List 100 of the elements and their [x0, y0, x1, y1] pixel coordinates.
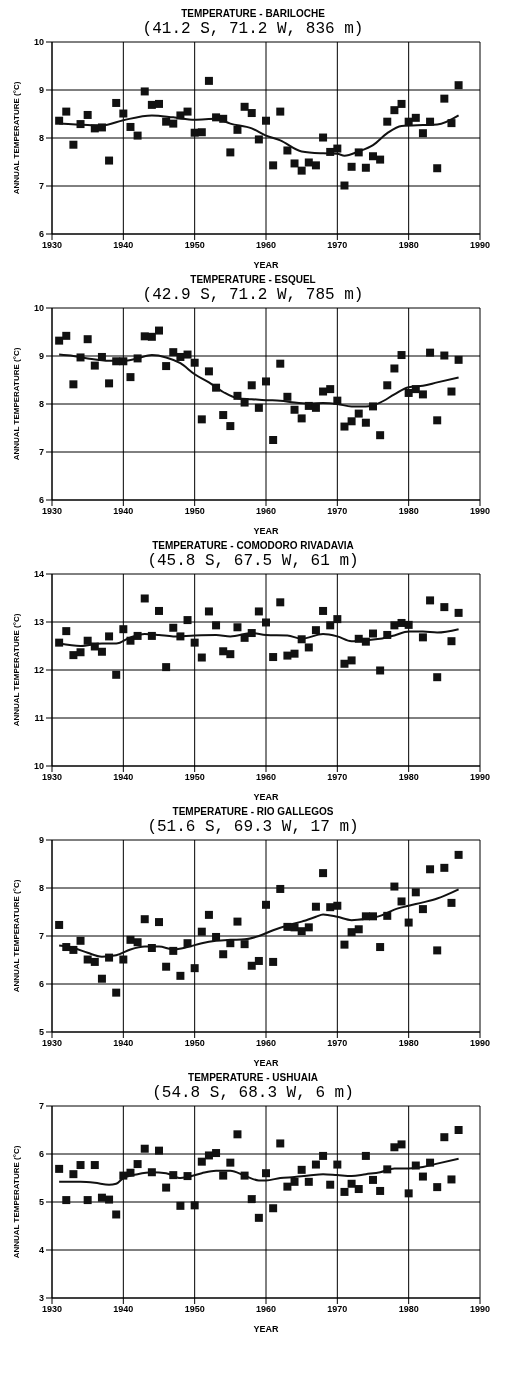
- point: [197, 653, 206, 662]
- y-tick-label: 9: [38, 835, 44, 846]
- point: [240, 398, 249, 407]
- point: [361, 163, 370, 172]
- point: [361, 1151, 370, 1160]
- point: [262, 618, 270, 627]
- point: [411, 888, 420, 897]
- y-tick-label: 7: [38, 447, 44, 458]
- point: [447, 637, 456, 646]
- x-tick-label: 1990: [469, 1038, 491, 1049]
- point: [62, 107, 71, 116]
- point: [333, 396, 342, 405]
- y-tick-label: 5: [38, 1027, 44, 1038]
- point: [155, 99, 163, 108]
- point: [426, 1158, 435, 1167]
- point: [254, 403, 263, 412]
- y-tick-label: 13: [33, 617, 44, 628]
- point: [112, 670, 121, 679]
- point: [276, 359, 285, 368]
- point: [155, 918, 163, 927]
- point: [440, 351, 449, 360]
- point: [226, 939, 235, 948]
- point: [440, 1133, 449, 1142]
- point: [112, 98, 121, 107]
- point: [90, 1161, 99, 1170]
- point: [55, 1164, 64, 1173]
- point: [176, 632, 185, 641]
- y-tick-label: 4: [38, 1245, 44, 1256]
- point: [240, 633, 249, 642]
- point: [390, 882, 399, 891]
- point: [126, 636, 135, 645]
- point: [119, 955, 128, 964]
- point: [76, 353, 85, 362]
- point: [354, 148, 363, 157]
- y-tick-label: 8: [38, 133, 44, 144]
- x-axis-title: YEAR: [253, 1324, 279, 1334]
- point: [319, 133, 328, 142]
- y-axis-title: ANNUAL TEMPERATURE (°C): [11, 81, 21, 195]
- point: [76, 648, 85, 657]
- x-tick-label: 1950: [184, 506, 205, 517]
- point: [454, 81, 463, 90]
- point: [454, 850, 463, 859]
- point: [347, 1179, 356, 1188]
- point: [269, 653, 278, 662]
- point: [454, 608, 463, 617]
- point: [290, 159, 299, 168]
- point: [333, 144, 342, 153]
- x-tick-label: 1960: [255, 1304, 277, 1315]
- point: [418, 129, 427, 138]
- point: [383, 1165, 392, 1174]
- point: [97, 123, 106, 132]
- x-tick-label: 1990: [469, 1304, 491, 1315]
- point: [418, 633, 427, 642]
- x-axis-title: YEAR: [253, 260, 279, 270]
- point: [176, 111, 185, 120]
- point: [290, 405, 299, 414]
- point: [119, 109, 128, 118]
- y-tick-label: 6: [38, 229, 44, 240]
- y-tick-label: 7: [38, 181, 44, 192]
- point: [233, 391, 242, 400]
- point: [169, 119, 178, 128]
- point: [55, 336, 64, 345]
- y-axis-title: ANNUAL TEMPERATURE (°C): [11, 879, 21, 993]
- point: [204, 1151, 213, 1160]
- line-series: [58, 1157, 460, 1186]
- point: [354, 925, 363, 934]
- point: [326, 147, 335, 156]
- y-tick-label: 7: [38, 1101, 44, 1112]
- point: [347, 417, 356, 426]
- point: [97, 1193, 106, 1202]
- point: [140, 915, 149, 924]
- point: [411, 113, 420, 122]
- y-tick-label: 9: [38, 351, 44, 362]
- x-tick-label: 1950: [184, 1304, 205, 1315]
- point: [133, 1160, 142, 1169]
- x-tick-label: 1980: [398, 240, 419, 251]
- point: [247, 961, 256, 970]
- x-axis-title: YEAR: [253, 1058, 279, 1068]
- x-tick-label: 1980: [398, 1304, 419, 1315]
- point: [62, 331, 71, 340]
- x-tick-label: 1960: [255, 240, 277, 251]
- point: [383, 381, 392, 390]
- point: [162, 962, 171, 971]
- point: [190, 638, 199, 647]
- point: [383, 911, 392, 920]
- point: [411, 1161, 420, 1170]
- point: [311, 403, 320, 412]
- x-tick-label: 1970: [327, 506, 348, 517]
- point: [162, 117, 171, 126]
- point: [397, 99, 406, 108]
- point: [240, 940, 249, 949]
- point: [176, 352, 185, 361]
- point: [247, 109, 256, 118]
- point: [376, 155, 385, 164]
- point: [304, 401, 313, 410]
- point: [97, 974, 106, 983]
- x-tick-label: 1980: [398, 772, 419, 783]
- point: [376, 666, 385, 675]
- point: [204, 367, 213, 376]
- point: [247, 629, 256, 638]
